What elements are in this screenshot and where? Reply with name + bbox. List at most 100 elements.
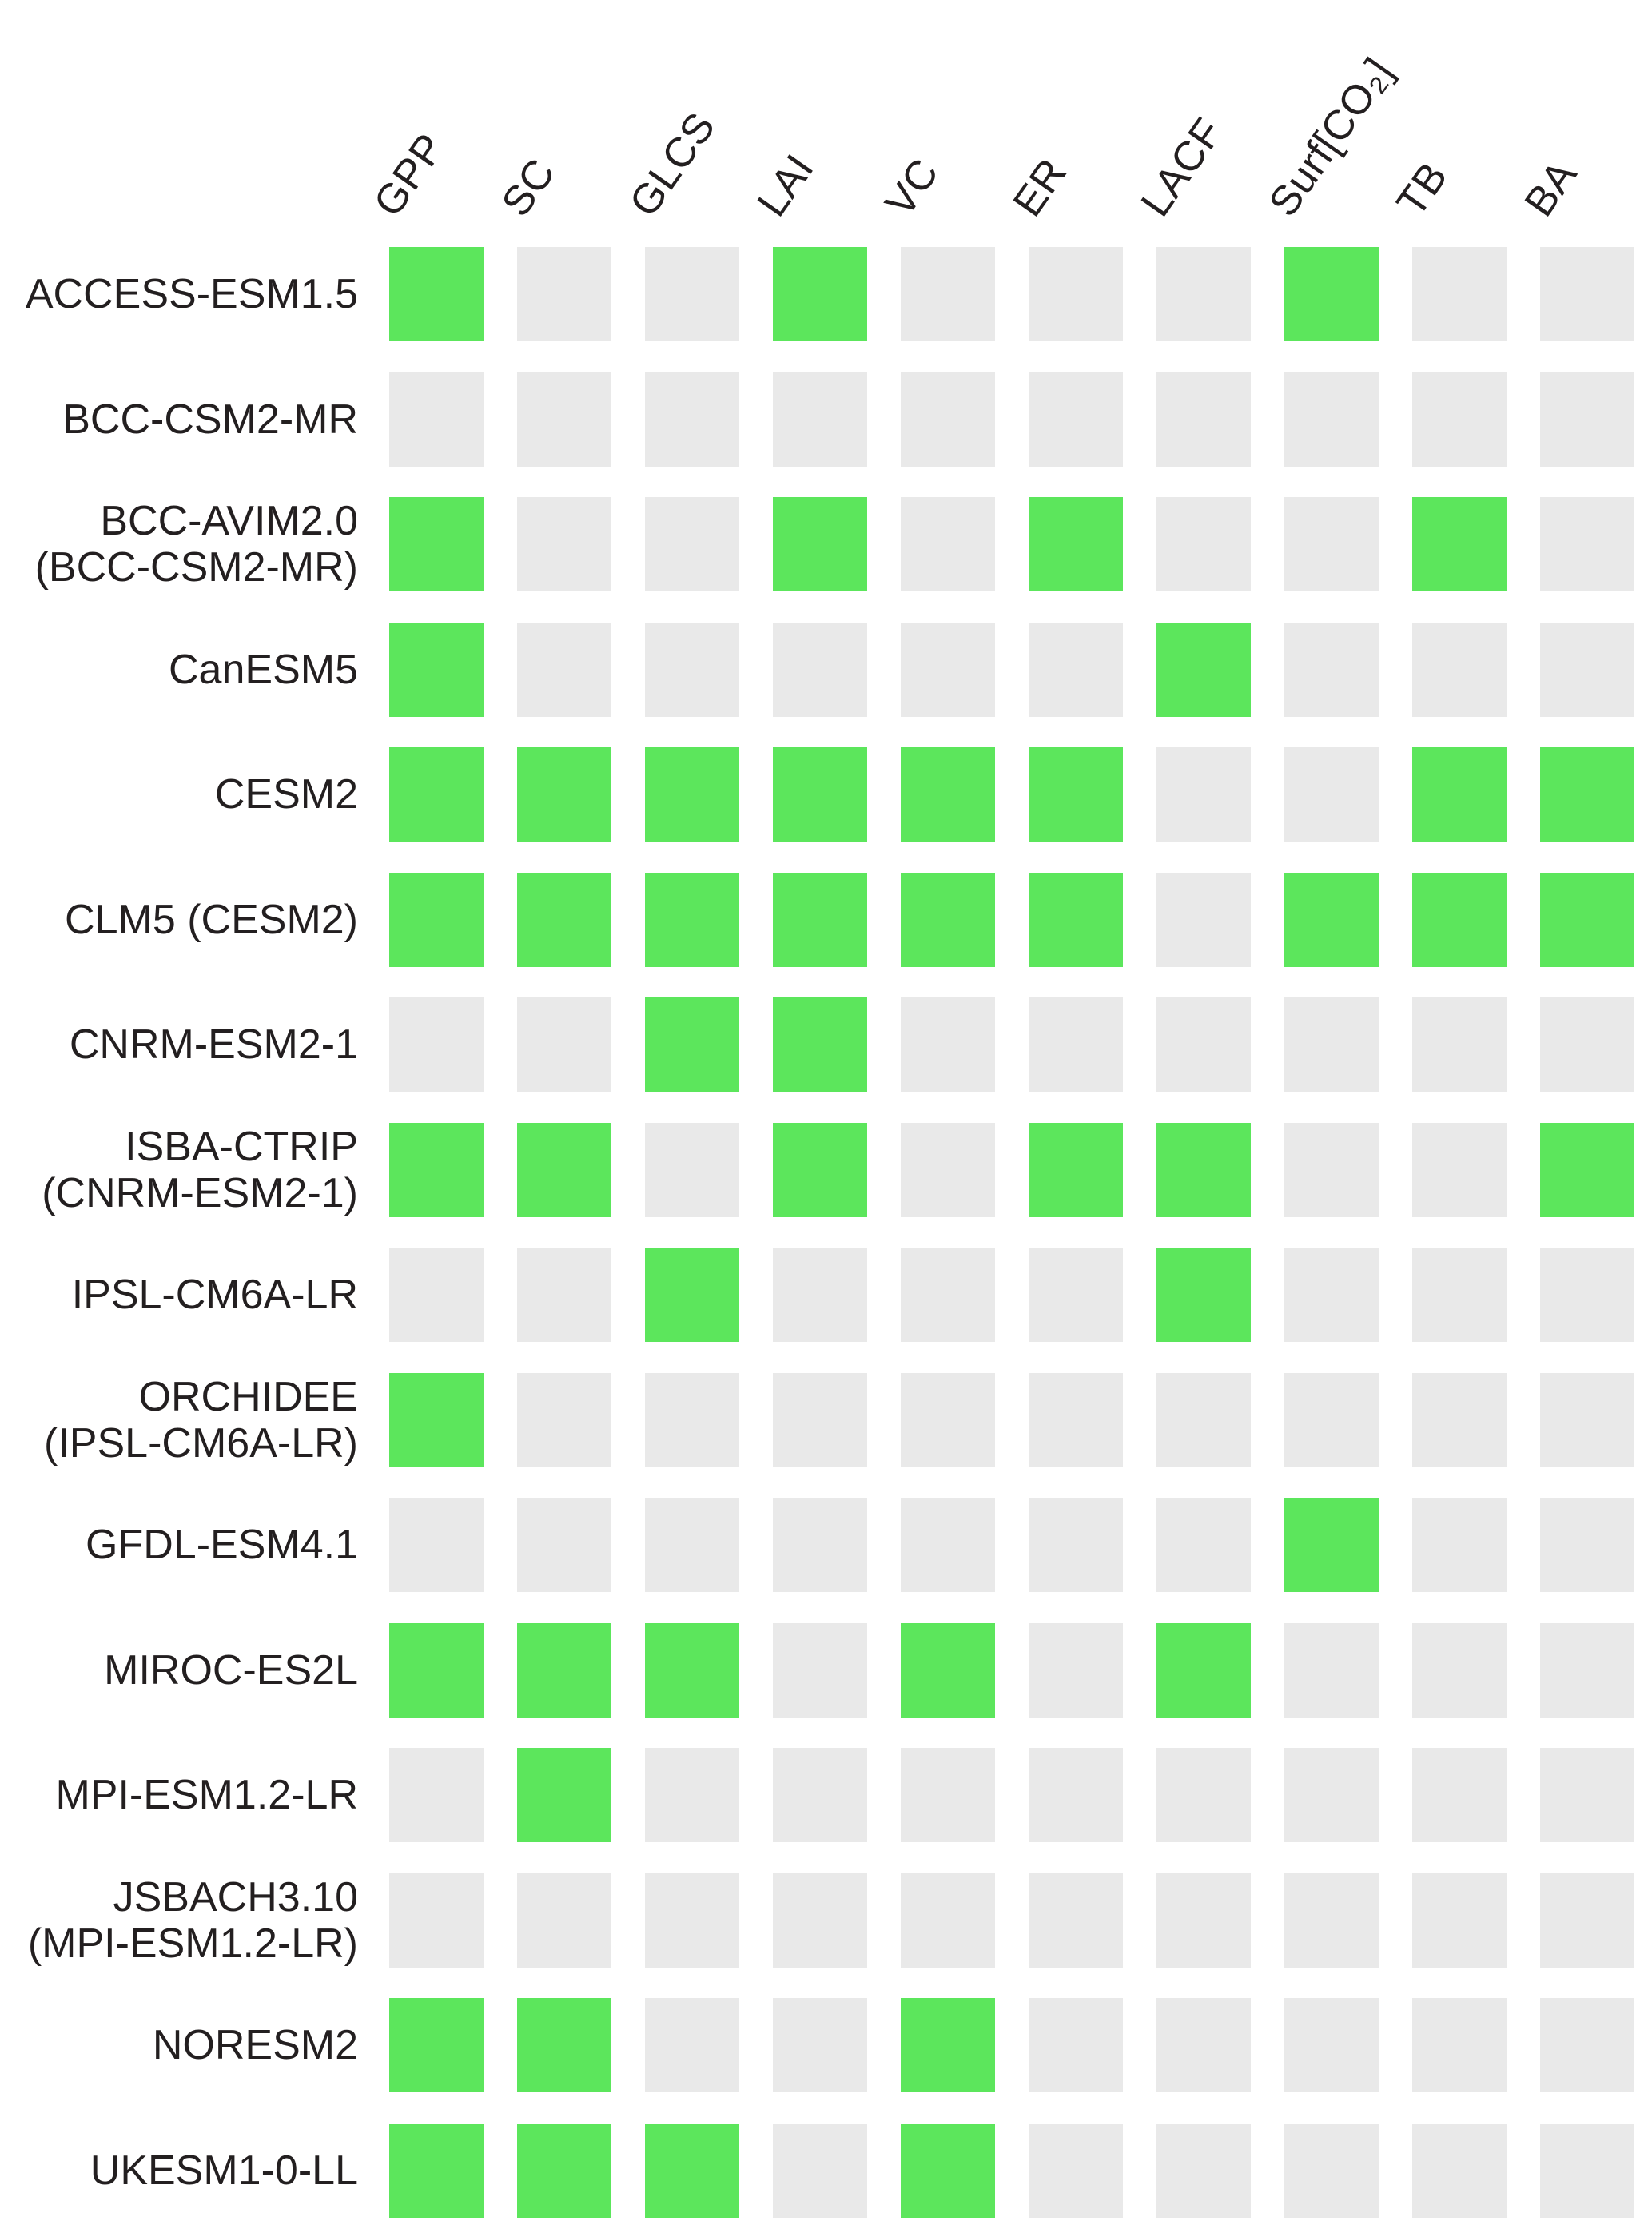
cell-unavailable	[1284, 1372, 1379, 1467]
cell-available	[389, 1622, 484, 1718]
cell-available	[901, 2123, 995, 2218]
cell-unavailable	[1412, 1372, 1507, 1467]
cell-available	[1540, 747, 1634, 842]
row-label: BCC-CSM2-MR	[62, 396, 358, 443]
cell-unavailable	[773, 1873, 867, 1968]
cell-unavailable	[1156, 1748, 1251, 1843]
cell-unavailable	[645, 247, 739, 342]
cell-unavailable	[1156, 247, 1251, 342]
cell-unavailable	[517, 372, 611, 467]
row-label: NORESM2	[152, 2022, 358, 2069]
cell-unavailable	[1029, 1498, 1123, 1593]
row-cells	[372, 497, 1651, 592]
matrix-row: CLM5 (CESM2)	[0, 858, 1652, 983]
cell-available	[517, 747, 611, 842]
cell-available	[389, 497, 484, 592]
cell-unavailable	[773, 1622, 867, 1718]
cell-available	[1029, 497, 1123, 592]
cell-unavailable	[1540, 1998, 1634, 2093]
row-label: IPSL-CM6A-LR	[71, 1272, 358, 1319]
cell-available	[645, 747, 739, 842]
cell-unavailable	[1029, 1622, 1123, 1718]
cell-unavailable	[1156, 497, 1251, 592]
row-label: MPI-ESM1.2-LR	[55, 1772, 358, 1819]
cell-unavailable	[901, 622, 995, 717]
cell-unavailable	[1540, 247, 1634, 342]
column-label: SC	[492, 150, 565, 225]
cell-unavailable	[1540, 1622, 1634, 1718]
cell-available	[1540, 1122, 1634, 1217]
cell-unavailable	[645, 622, 739, 717]
cell-available	[389, 622, 484, 717]
cell-unavailable	[773, 2123, 867, 2218]
cell-unavailable	[773, 1748, 867, 1843]
cell-unavailable	[1156, 747, 1251, 842]
cell-unavailable	[389, 997, 484, 1093]
cell-available	[645, 872, 739, 967]
row-cells	[372, 372, 1651, 467]
row-cells	[372, 1372, 1651, 1467]
cell-available	[389, 1998, 484, 2093]
cell-unavailable	[1284, 1748, 1379, 1843]
cell-unavailable	[517, 997, 611, 1093]
row-cells	[372, 2123, 1651, 2218]
cell-available	[1412, 747, 1507, 842]
cell-available	[517, 1622, 611, 1718]
cell-unavailable	[1412, 1748, 1507, 1843]
column-label: Surf[CO₂]	[1260, 50, 1403, 225]
cell-unavailable	[645, 1122, 739, 1217]
row-label: ISBA-CTRIP (CNRM-ESM2-1)	[42, 1123, 358, 1216]
matrix-row: JSBACH3.10 (MPI-ESM1.2-LR)	[0, 1858, 1652, 1984]
cell-unavailable	[1412, 247, 1507, 342]
cell-unavailable	[773, 1498, 867, 1593]
cell-unavailable	[645, 1372, 739, 1467]
cell-unavailable	[1540, 1873, 1634, 1968]
cell-unavailable	[1540, 497, 1634, 592]
cell-available	[773, 1122, 867, 1217]
row-label: CESM2	[214, 771, 358, 818]
matrix-row: UKESM1-0-LL	[0, 2108, 1652, 2233]
row-cells	[372, 1873, 1651, 1968]
cell-unavailable	[1156, 2123, 1251, 2218]
cell-available	[389, 247, 484, 342]
row-label: MIROC-ES2L	[104, 1646, 358, 1694]
cell-unavailable	[517, 1498, 611, 1593]
column-label: GPP	[364, 125, 455, 225]
cell-available	[1156, 1122, 1251, 1217]
row-cells	[372, 1122, 1651, 1217]
cell-unavailable	[1284, 747, 1379, 842]
cell-unavailable	[1540, 1748, 1634, 1843]
cell-unavailable	[645, 372, 739, 467]
column-label: GLCS	[620, 104, 725, 225]
cell-unavailable	[901, 497, 995, 592]
cell-unavailable	[1156, 372, 1251, 467]
cell-available	[1029, 747, 1123, 842]
row-label: CanESM5	[169, 646, 358, 693]
matrix-row: GFDL-ESM4.1	[0, 1483, 1652, 1608]
cell-available	[1156, 1622, 1251, 1718]
cell-unavailable	[1284, 1622, 1379, 1718]
cell-available	[773, 497, 867, 592]
cell-unavailable	[1412, 622, 1507, 717]
cell-unavailable	[1540, 1248, 1634, 1343]
cell-unavailable	[901, 1748, 995, 1843]
row-label: ACCESS-ESM1.5	[25, 271, 358, 318]
cell-unavailable	[1029, 1248, 1123, 1343]
cell-available	[901, 1622, 995, 1718]
row-cells	[372, 1748, 1651, 1843]
cell-unavailable	[1029, 1748, 1123, 1843]
cell-available	[773, 872, 867, 967]
cell-unavailable	[1540, 997, 1634, 1093]
cell-available	[517, 1748, 611, 1843]
column-headers: GPP SC GLCS LAI VC ER LACF Surf[CO₂] TB BA	[0, 0, 1652, 232]
cell-unavailable	[1156, 1372, 1251, 1467]
cell-available	[645, 997, 739, 1093]
cell-unavailable	[773, 622, 867, 717]
cell-unavailable	[901, 1498, 995, 1593]
cell-unavailable	[1412, 1622, 1507, 1718]
row-label: BCC-AVIM2.0 (BCC-CSM2-MR)	[34, 498, 358, 591]
cell-available	[773, 247, 867, 342]
cell-unavailable	[1412, 1122, 1507, 1217]
cell-unavailable	[1412, 1248, 1507, 1343]
row-label: UKESM1-0-LL	[90, 2147, 358, 2194]
